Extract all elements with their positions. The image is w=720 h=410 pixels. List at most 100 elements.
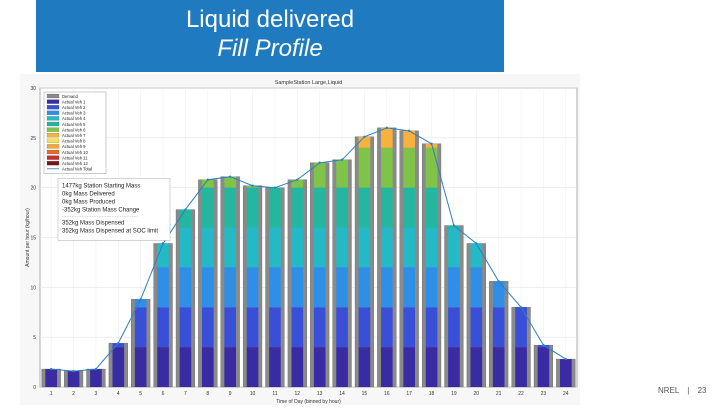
dispensed-segment [45, 369, 58, 387]
total-line-point [206, 178, 210, 181]
dispensed-segment [403, 147, 416, 188]
y-tick-label: 30 [30, 86, 36, 92]
dispensed-segment [403, 130, 416, 148]
x-tick-label: 9 [229, 391, 232, 397]
dispensed-segment [134, 347, 147, 387]
dispensed-segment [134, 307, 147, 348]
dispensed-segment [201, 227, 214, 268]
x-tick-label: 14 [339, 391, 345, 397]
dispensed-segment [515, 307, 527, 348]
dispensed-segment [559, 359, 572, 387]
dispensed-segment [380, 267, 393, 308]
legend-swatch [46, 121, 60, 127]
total-line-point [228, 175, 232, 178]
total-line-point [117, 341, 120, 345]
y-axis-label: Amount per hour (kg/hour) [25, 208, 31, 267]
annotation-text: 0kg Mass Produced [62, 199, 115, 205]
legend-swatch [46, 110, 60, 115]
dispensed-segment [403, 347, 416, 387]
x-tick-label: 22 [518, 391, 524, 397]
dispensed-segment [336, 227, 348, 268]
x-tick-label: 16 [384, 391, 390, 397]
y-tick-label: 5 [33, 335, 36, 341]
x-tick-label: 12 [295, 391, 301, 397]
dispensed-segment [336, 307, 348, 348]
dispensed-segment [492, 307, 505, 348]
total-line-point [430, 142, 433, 146]
y-tick-label: 10 [30, 285, 36, 291]
dispensed-segment [403, 307, 416, 348]
dispensed-segment [269, 307, 281, 348]
total-line-point [273, 186, 277, 189]
x-tick-label: 17 [406, 391, 412, 397]
dispensed-segment [313, 187, 326, 228]
footer-separator: | [687, 386, 690, 395]
annotation-text: -352kg Station Mass Change [62, 207, 140, 213]
annotation-text: 352kg Mass Dispensed [62, 220, 124, 226]
y-tick-label: 0 [33, 385, 36, 391]
legend-entry: Actual Veh 11 [62, 155, 88, 160]
dispensed-segment [201, 187, 214, 228]
legend-entry: Actual Veh 6 [62, 127, 86, 132]
dispensed-segment [470, 307, 483, 348]
x-tick-label: 3 [95, 391, 98, 397]
legend-entry: Actual Veh 12 [62, 161, 89, 166]
annotation-text: 352kg Mass Dispensed at SOC limit [62, 228, 158, 234]
dispensed-segment [358, 136, 371, 148]
dispensed-segment [425, 143, 438, 148]
footer-page-number: 23 [697, 386, 707, 395]
total-line-point [564, 357, 568, 361]
slide-subtitle: Fill Profile [217, 35, 323, 62]
legend-entry: Actual Veh 8 [62, 139, 86, 144]
dispensed-segment [224, 307, 237, 348]
dispensed-segment [403, 187, 416, 228]
legend-swatch [46, 99, 60, 104]
total-line-point [452, 224, 456, 227]
dispensed-segment [179, 347, 192, 387]
legend-swatch [46, 133, 60, 138]
legend-entry: Actual Veh 10 [62, 150, 89, 155]
legend-swatch [46, 144, 60, 149]
dispensed-segment [291, 267, 304, 308]
dispensed-segment [425, 307, 438, 348]
dispensed-segment [90, 369, 102, 387]
dispensed-segment [425, 227, 438, 268]
total-line-point [475, 242, 478, 245]
x-tick-label: 13 [317, 391, 323, 397]
dispensed-segment [380, 187, 393, 228]
dispensed-segment [380, 147, 393, 188]
slide-title-box: Liquid delivered Fill Profile [36, 0, 504, 72]
dispensed-segment [425, 347, 438, 387]
dispensed-segment [179, 209, 192, 228]
dispensed-segment [291, 307, 304, 348]
x-tick-label: 11 [272, 391, 277, 397]
legend-entry: Actual Veh 7 [62, 133, 86, 138]
dispensed-segment [201, 307, 214, 348]
x-tick-label: 15 [362, 391, 368, 397]
legend-entry: Actual Veh 9 [62, 144, 86, 149]
x-tick-label: 5 [139, 391, 142, 397]
x-tick-label: 24 [563, 391, 569, 397]
dispensed-segment [448, 267, 460, 308]
dispensed-segment [448, 347, 460, 387]
dispensed-segment [112, 347, 125, 387]
y-tick-label: 25 [30, 136, 36, 142]
dispensed-segment [179, 307, 192, 348]
legend-swatch [46, 149, 60, 155]
dispensed-segment [380, 227, 393, 268]
dispensed-segment [313, 307, 326, 348]
total-line-point [296, 178, 299, 181]
legend-swatch [46, 138, 60, 143]
x-tick-label: 10 [250, 391, 256, 397]
total-line-point [251, 184, 254, 187]
dispensed-segment [336, 347, 348, 387]
y-tick-label: 20 [30, 186, 36, 192]
total-line-point [72, 369, 75, 373]
dispensed-segment [313, 227, 326, 268]
dispensed-segment [448, 307, 460, 348]
dispensed-segment [313, 267, 326, 308]
dispensed-segment [246, 307, 259, 348]
dispensed-segment [269, 267, 281, 308]
legend-entry: Demand [62, 94, 78, 99]
total-line-point [161, 242, 165, 245]
